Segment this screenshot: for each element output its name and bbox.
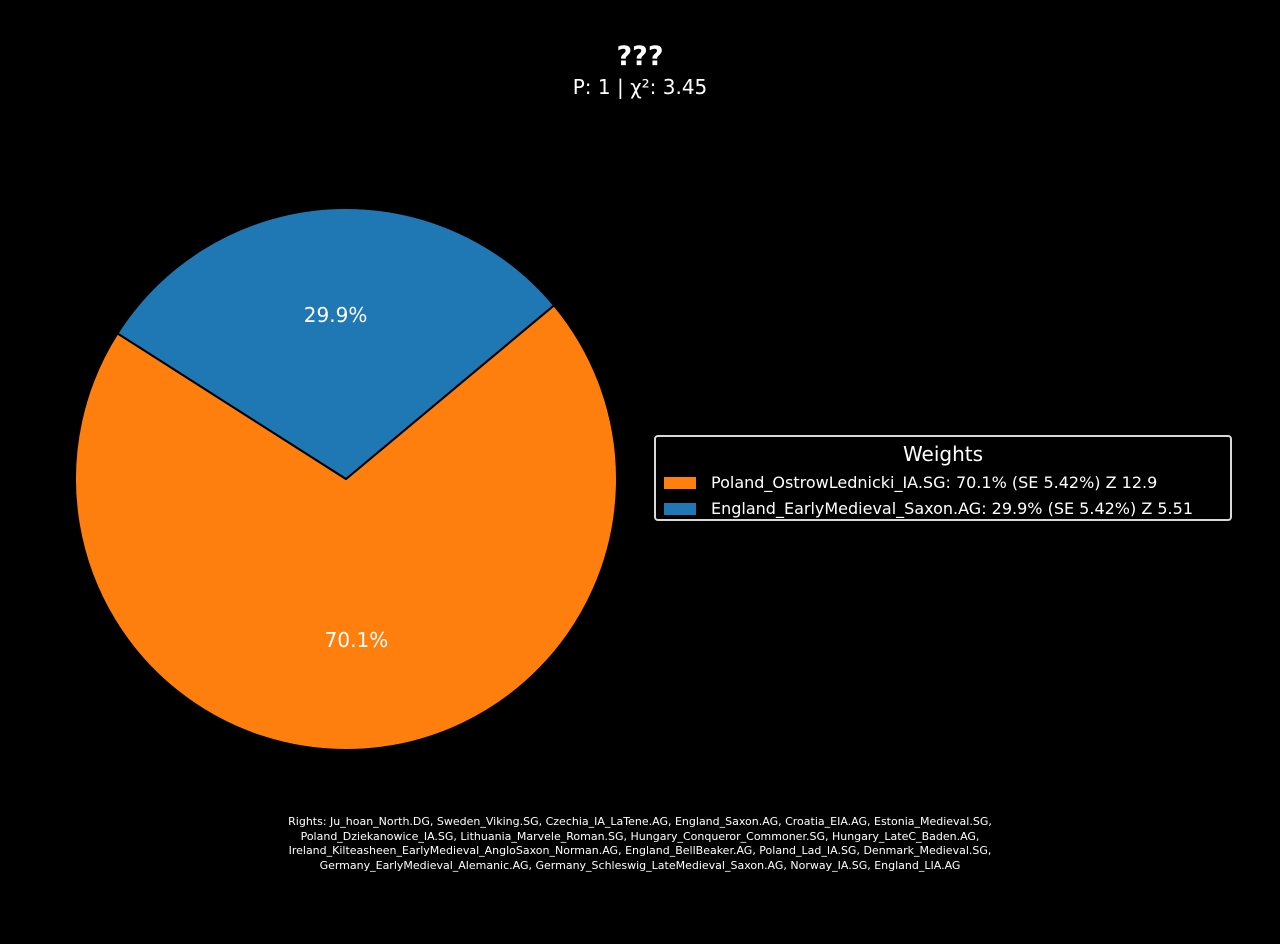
pie-slice-label: 29.9% <box>304 303 368 327</box>
footer-line: Ireland_Kilteasheen_EarlyMedieval_AngloS… <box>288 844 992 858</box>
legend-entry: England_EarlyMedieval_Saxon.AG: 29.9% (S… <box>664 498 1193 520</box>
legend-entry: Poland_OstrowLednicki_IA.SG: 70.1% (SE 5… <box>664 472 1157 494</box>
legend-swatch <box>664 477 696 489</box>
footer-line: Rights: Ju_hoan_North.DG, Sweden_Viking.… <box>288 815 992 828</box>
legend-label: Poland_OstrowLednicki_IA.SG: 70.1% (SE 5… <box>711 473 1158 492</box>
chart-subtitle: P: 1 | χ²: 3.45 <box>572 75 708 99</box>
pie-slice <box>116 207 556 480</box>
footer-line: Poland_Dziekanowice_IA.SG, Lithuania_Mar… <box>300 829 980 843</box>
pie-slice <box>74 304 618 751</box>
legend: Weights Poland_OstrowLednicki_IA.SG: 70.… <box>654 435 1232 521</box>
footer-line: Germany_EarlyMedieval_Alemanic.AG, Germa… <box>319 859 961 873</box>
pie-slice-label: 70.1% <box>325 628 389 652</box>
legend-swatch <box>664 503 696 515</box>
footer-rights: Rights: Ju_hoan_North.DG, Sweden_Viking.… <box>0 815 1280 874</box>
legend-title: Weights <box>902 442 984 466</box>
legend-label: England_EarlyMedieval_Saxon.AG: 29.9% (S… <box>711 499 1193 518</box>
chart-title: ??? <box>616 41 664 72</box>
